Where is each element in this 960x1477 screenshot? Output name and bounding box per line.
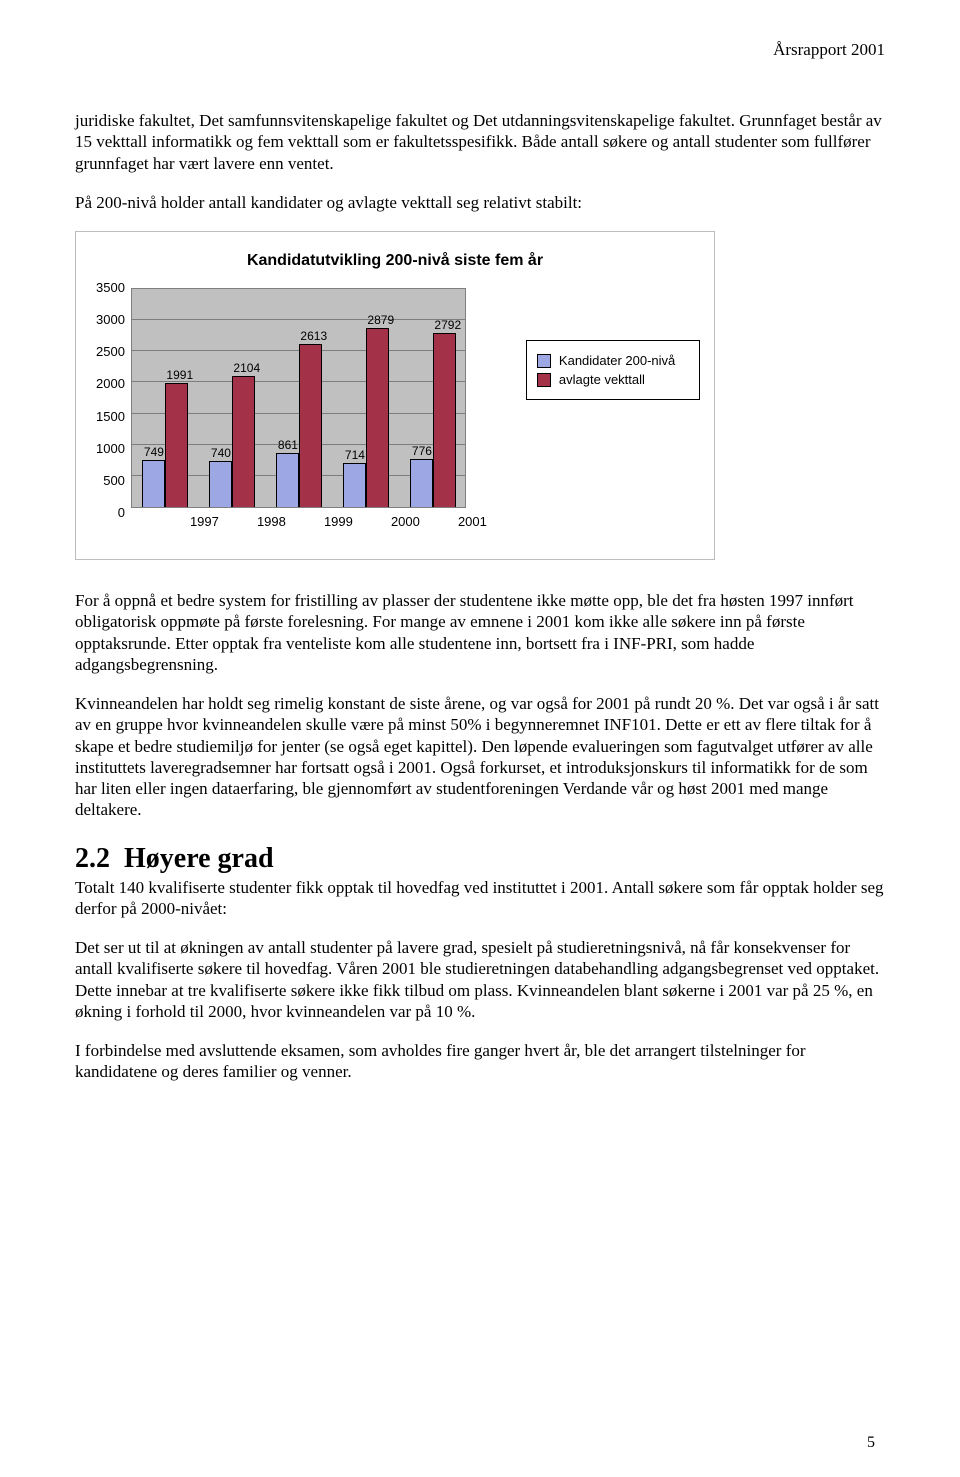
legend-label: avlagte vekttall: [559, 372, 645, 387]
bar-label: 1991: [166, 368, 187, 382]
chart-container: Kandidatutvikling 200-nivå siste fem år …: [75, 231, 715, 560]
bar-group: 7142879: [343, 328, 389, 507]
paragraph-1: juridiske fakultet, Det samfunnsvitenska…: [75, 110, 885, 174]
page-number: 5: [867, 1434, 875, 1452]
plot-outer: 3500300025002000150010005000 74919917402…: [96, 288, 506, 529]
bar-label: 2104: [233, 361, 254, 375]
bar-kandidater: 740: [209, 461, 232, 507]
x-tick-label: 1997: [171, 514, 238, 529]
bar-vekttall: 1991: [165, 383, 188, 507]
bar-label: 740: [210, 446, 231, 460]
x-tick-label: 2001: [439, 514, 506, 529]
paragraph-4: Kvinneandelen har holdt seg rimelig kons…: [75, 693, 885, 821]
bar-label: 714: [344, 448, 365, 462]
bar-kandidater: 861: [276, 453, 299, 507]
bar-vekttall: 2613: [299, 344, 322, 507]
bar-kandidater: 776: [410, 459, 433, 507]
grid-line: [132, 319, 465, 320]
x-axis: 19971998199920002001: [171, 514, 506, 529]
bar-kandidater: 714: [343, 463, 366, 507]
bar-vekttall: 2879: [366, 328, 389, 507]
section-number: 2.2: [75, 843, 110, 874]
bar-label: 2613: [300, 329, 321, 343]
x-tick-label: 1998: [238, 514, 305, 529]
section-title: Høyere grad: [124, 843, 274, 874]
legend-swatch: [537, 373, 551, 387]
bar-label: 861: [277, 438, 298, 452]
legend-label: Kandidater 200-nivå: [559, 353, 675, 368]
bar-group: 7402104: [209, 376, 255, 507]
bar-label: 2792: [434, 318, 455, 332]
bar-vekttall: 2104: [232, 376, 255, 507]
section-heading: 2.2 Høyere grad: [75, 843, 885, 875]
legend-item: avlagte vekttall: [537, 372, 687, 387]
bar-label: 749: [143, 445, 164, 459]
y-axis: 3500300025002000150010005000: [96, 288, 131, 513]
x-tick-label: 1999: [305, 514, 372, 529]
legend-item: Kandidater 200-nivå: [537, 353, 687, 368]
x-tick-label: 2000: [372, 514, 439, 529]
paragraph-5: Totalt 140 kvalifiserte studenter fikk o…: [75, 877, 885, 920]
header-right: Årsrapport 2001: [75, 40, 885, 60]
paragraph-6: Det ser ut til at økningen av antall stu…: [75, 937, 885, 1022]
paragraph-3: For å oppnå et bedre system for fristill…: [75, 590, 885, 675]
bar-vekttall: 2792: [433, 333, 456, 507]
bar-label: 776: [411, 444, 432, 458]
bar-label: 2879: [367, 313, 388, 327]
bar-group: 7491991: [142, 383, 188, 507]
legend-swatch: [537, 354, 551, 368]
chart-row: 3500300025002000150010005000 74919917402…: [96, 288, 694, 529]
page: Årsrapport 2001 juridiske fakultet, Det …: [0, 0, 960, 1477]
bar-group: 7762792: [410, 333, 456, 507]
paragraph-2: På 200-nivå holder antall kandidater og …: [75, 192, 885, 213]
legend: Kandidater 200-nivå avlagte vekttall: [526, 340, 700, 400]
paragraph-7: I forbindelse med avsluttende eksamen, s…: [75, 1040, 885, 1083]
chart-title: Kandidatutvikling 200-nivå siste fem år: [96, 252, 694, 270]
plot-area: 74919917402104861261371428797762792: [131, 288, 466, 508]
bar-kandidater: 749: [142, 460, 165, 507]
bar-group: 8612613: [276, 344, 322, 507]
